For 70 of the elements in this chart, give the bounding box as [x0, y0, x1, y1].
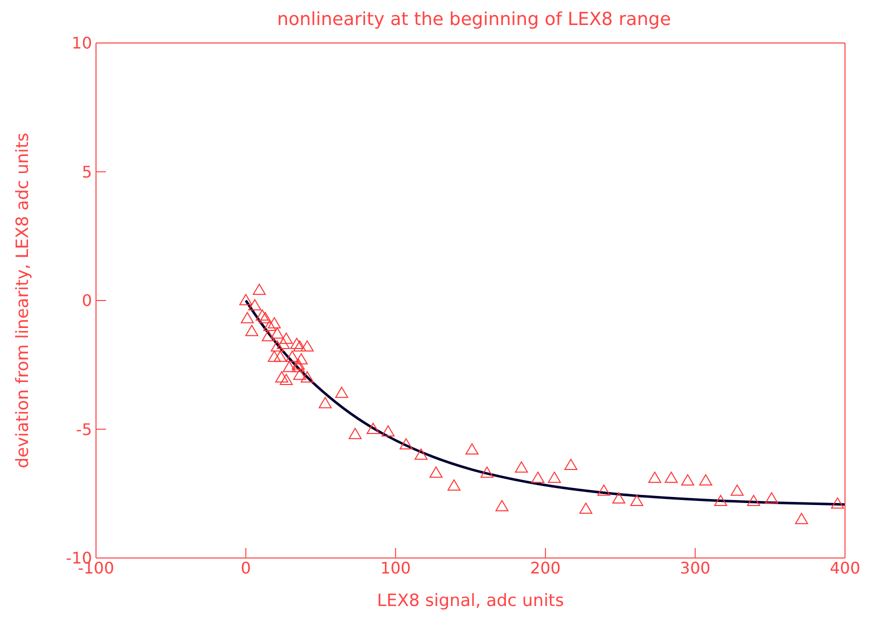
point	[495, 500, 508, 512]
x-tick-label: 400	[830, 558, 860, 578]
point	[366, 422, 380, 434]
point	[597, 484, 610, 496]
point	[275, 371, 288, 382]
point	[293, 340, 306, 352]
point	[414, 448, 428, 460]
point	[795, 512, 808, 524]
x-tick-label: 200	[530, 558, 561, 578]
y-tick-label: 0	[82, 291, 92, 310]
point	[348, 428, 362, 440]
point	[292, 358, 305, 370]
point	[714, 494, 728, 506]
point	[480, 466, 494, 478]
point	[268, 350, 281, 362]
point	[274, 350, 287, 362]
point	[531, 472, 544, 483]
x-tick-label: 300	[680, 558, 710, 578]
x-tick-label: 100	[380, 558, 411, 578]
y-tick-label: -5	[76, 420, 92, 439]
chart-title: nonlinearity at the beginning of LEX8 range	[277, 9, 671, 30]
point	[290, 338, 304, 349]
point	[466, 443, 478, 455]
point	[730, 484, 744, 496]
point	[382, 425, 395, 437]
point	[262, 330, 275, 342]
point	[664, 472, 678, 483]
point	[263, 320, 276, 331]
point	[282, 360, 296, 372]
point	[256, 309, 269, 321]
point	[335, 386, 348, 398]
point	[564, 458, 578, 470]
point	[245, 324, 258, 336]
point	[240, 312, 254, 324]
y-axis-title: deviation from linearity, LEX8 adc units	[13, 132, 34, 468]
point	[430, 466, 443, 478]
point	[630, 494, 644, 506]
point	[747, 494, 760, 506]
point	[448, 479, 461, 491]
point	[300, 371, 314, 382]
x-axis-title: LEX8 signal, adc units	[377, 591, 564, 611]
point	[286, 350, 299, 362]
point	[248, 299, 262, 310]
point	[548, 472, 561, 483]
point	[280, 374, 293, 386]
point	[514, 461, 528, 473]
point	[300, 340, 314, 352]
point	[280, 332, 293, 344]
y-tick-label: 10	[72, 34, 92, 53]
point	[276, 338, 290, 349]
point	[258, 312, 272, 324]
point	[293, 368, 306, 380]
point	[318, 397, 332, 408]
point	[648, 472, 662, 483]
point	[294, 353, 308, 364]
point	[765, 492, 778, 504]
point	[400, 438, 413, 450]
x-tick-label: 0	[240, 558, 251, 578]
point	[270, 340, 284, 352]
point	[612, 492, 626, 504]
point	[252, 284, 266, 295]
point	[268, 317, 281, 328]
y-tick-label: 5	[82, 162, 92, 182]
point	[579, 502, 592, 514]
point	[239, 294, 252, 306]
point	[831, 497, 844, 509]
point	[270, 327, 284, 339]
point	[292, 360, 305, 372]
point	[699, 474, 712, 486]
point	[681, 474, 694, 486]
